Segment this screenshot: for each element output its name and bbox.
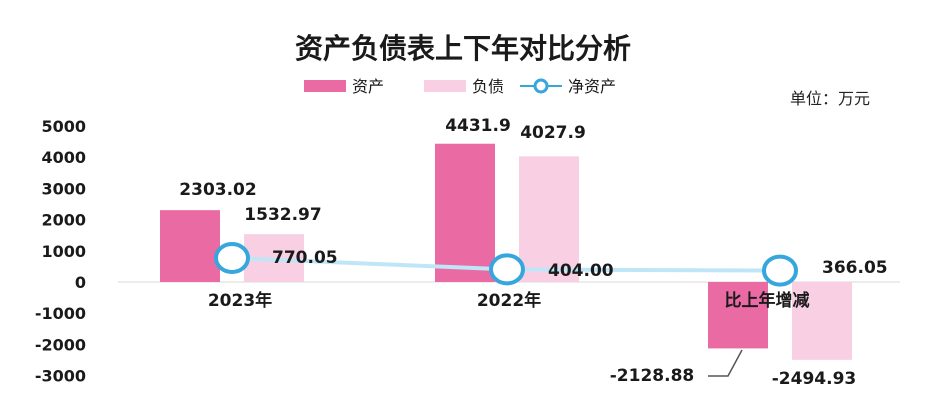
chart-title: 资产负债表上下年对比分析: [295, 32, 631, 65]
y-tick-label: 5000: [41, 117, 86, 136]
y-tick-label: 1000: [41, 242, 86, 261]
bar-assets: [708, 282, 768, 349]
legend-marker-net-assets: [533, 78, 549, 94]
bar-assets: [435, 143, 495, 282]
y-tick-label: -3000: [35, 367, 86, 386]
leader-line: [708, 349, 743, 377]
data-label-assets: -2128.88: [610, 366, 695, 386]
legend-label-assets: 资产: [352, 77, 384, 96]
category-label: 比上年增减: [725, 290, 810, 311]
y-tick-label: -2000: [35, 335, 86, 354]
category-label: 2022年: [477, 290, 541, 311]
data-label-net-assets: 770.05: [272, 248, 338, 268]
y-tick-label: 3000: [41, 179, 86, 198]
y-tick-label: -1000: [35, 304, 86, 323]
legend-swatch-liabilities: [424, 80, 466, 92]
y-tick-label: 0: [75, 273, 86, 292]
y-tick-label: 2000: [41, 211, 86, 230]
data-label-net-assets: 404.00: [548, 261, 614, 281]
bar-liabilities: [519, 156, 579, 282]
marker-net-assets: [489, 253, 525, 286]
marker-net-assets: [762, 254, 798, 287]
data-label-net-assets: 366.05: [822, 258, 888, 278]
plot-area: 5000 4000 3000 2000 1000 0 -1000 -2000 -3000 2303…: [35, 116, 900, 389]
bar-assets: [160, 210, 220, 282]
bar-liabilities: [792, 282, 852, 360]
marker-net-assets: [214, 241, 250, 274]
data-label-assets: 2303.02: [179, 180, 256, 200]
data-label-assets: 4431.9: [445, 116, 511, 136]
data-label-liabilities: 4027.9: [520, 123, 586, 143]
legend-swatch-assets: [304, 80, 346, 92]
unit-label: 单位：万元: [790, 89, 870, 108]
legend-label-net-assets: 净资产: [568, 77, 616, 96]
legend-label-liabilities: 负债: [472, 77, 504, 96]
category-label: 2023年: [208, 290, 272, 311]
y-tick-label: 4000: [41, 148, 86, 167]
data-label-liabilities: -2494.93: [772, 369, 857, 389]
data-label-liabilities: 1532.97: [244, 205, 321, 225]
legend: 资产 负债 净资产: [304, 77, 616, 96]
